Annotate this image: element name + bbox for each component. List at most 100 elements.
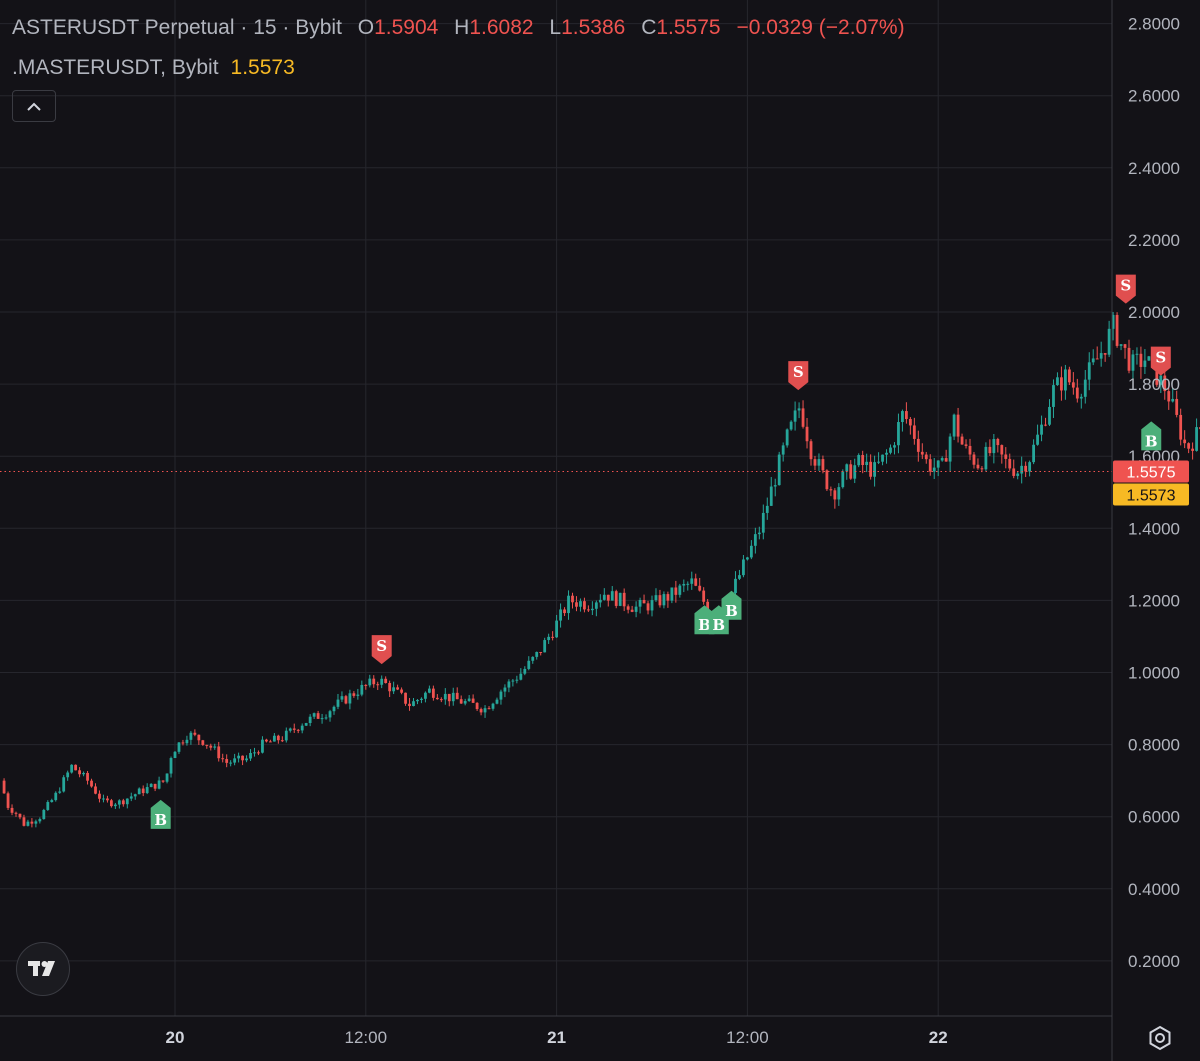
candle-body xyxy=(869,461,873,477)
candle-body xyxy=(22,817,26,826)
candle-body xyxy=(666,594,670,601)
candle-body xyxy=(773,485,777,487)
candle-body xyxy=(996,439,1000,446)
candle-body xyxy=(408,703,411,707)
candle-body xyxy=(1067,369,1071,383)
symbol-legend[interactable]: ASTERUSDT Perpetual · 15 · Bybit O1.5904… xyxy=(12,16,905,40)
candle-body xyxy=(765,505,769,513)
tradingview-logo-button[interactable] xyxy=(16,942,70,996)
symbol-title[interactable]: ASTERUSDT Perpetual · 15 · Bybit xyxy=(12,16,342,39)
candle-body xyxy=(690,578,694,584)
candle-body xyxy=(590,608,594,611)
candle-body xyxy=(841,471,845,488)
candle-body xyxy=(622,592,626,607)
candle-body xyxy=(74,764,78,771)
candle-body xyxy=(924,454,928,460)
candle-body xyxy=(272,735,276,742)
candle-body xyxy=(1032,444,1035,463)
indicator-price-tag: 1.5573 xyxy=(1113,483,1189,506)
candle-body xyxy=(885,452,888,455)
candle-body xyxy=(193,732,197,735)
candle-body xyxy=(1083,379,1087,397)
candle-body xyxy=(165,773,169,782)
candle-body xyxy=(42,809,46,820)
candle-body xyxy=(416,699,419,702)
candle-body xyxy=(121,800,125,805)
buy-marker-label: B xyxy=(154,811,167,829)
candle-body xyxy=(443,693,447,700)
candlestick-series xyxy=(2,311,1200,828)
chevron-up-icon xyxy=(27,102,41,111)
candle-body xyxy=(614,591,618,606)
settings-gear-icon[interactable] xyxy=(1146,1024,1174,1052)
buy-marker-label: B xyxy=(725,602,738,620)
candle-body xyxy=(579,601,582,607)
candle-body xyxy=(682,584,686,586)
candle-body xyxy=(356,694,360,696)
candle-body xyxy=(360,684,364,695)
candle-body xyxy=(388,683,392,692)
candle-body xyxy=(630,609,634,612)
price-axis[interactable]: 0.2000 0.4000 0.6000 0.8000 1.0000 1.2000 1.40… xyxy=(1111,0,1180,1061)
candle-body xyxy=(129,796,133,799)
candle-body xyxy=(189,732,193,740)
candle-body xyxy=(1036,434,1039,445)
sell-marker-label: S xyxy=(1120,277,1131,295)
candle-body xyxy=(201,740,205,745)
candle-body xyxy=(6,793,10,808)
candle-body xyxy=(789,421,793,430)
candle-body xyxy=(459,699,463,704)
candle-body xyxy=(602,594,606,600)
close-label: C xyxy=(641,16,657,39)
collapse-legend-button[interactable] xyxy=(12,90,56,122)
candle-body xyxy=(889,447,892,453)
candle-body xyxy=(213,746,217,748)
candle-body xyxy=(145,787,149,794)
indicator-legend[interactable]: .MASTERUSDT, Bybit 1.5573 xyxy=(12,56,295,80)
candle-body xyxy=(618,592,622,606)
candle-body xyxy=(897,422,900,446)
candle-body xyxy=(102,798,105,800)
candle-body xyxy=(1016,473,1020,476)
candle-body xyxy=(292,728,296,730)
candle-body xyxy=(893,445,896,448)
candle-body xyxy=(626,606,630,610)
candle-body xyxy=(169,758,173,774)
candle-body xyxy=(1163,375,1167,392)
indicator-name[interactable]: .MASTERUSDT, Bybit xyxy=(12,56,219,79)
candle-body xyxy=(352,693,356,696)
candle-body xyxy=(1028,462,1032,472)
candle-body xyxy=(320,718,324,720)
candle-body xyxy=(1064,369,1067,391)
candle-body xyxy=(547,636,551,641)
candle-body xyxy=(54,792,58,801)
candle-body xyxy=(746,557,749,560)
candle-body xyxy=(567,595,570,614)
buy-marker-label: B xyxy=(1145,432,1158,450)
candle-body xyxy=(1123,344,1127,348)
candle-body xyxy=(920,451,924,455)
price-tags: 1.5575 1.5573 xyxy=(0,460,1189,506)
buy-signal-marker: B xyxy=(150,799,171,829)
candle-body xyxy=(1099,353,1103,359)
candle-body xyxy=(678,585,682,595)
candle-body xyxy=(559,609,562,621)
buy-marker-label: B xyxy=(712,616,725,634)
price-tick-label: 1.0000 xyxy=(1128,664,1180,683)
time-axis[interactable]: 20 12:00 21 12:00 22 xyxy=(0,1015,1112,1047)
candle-body xyxy=(825,470,829,490)
candle-body xyxy=(706,601,710,613)
candle-body xyxy=(1040,424,1043,435)
candle-body xyxy=(1115,314,1119,346)
candle-body xyxy=(487,708,491,710)
candle-body xyxy=(137,788,141,795)
sell-marker-shape xyxy=(371,635,392,665)
sell-marker-label: S xyxy=(1155,349,1166,367)
candle-body xyxy=(698,585,702,591)
price-tick-label: 1.8000 xyxy=(1128,375,1180,394)
candle-body xyxy=(46,802,50,810)
candle-body xyxy=(944,458,948,462)
candle-body xyxy=(106,798,109,801)
candle-body xyxy=(1119,344,1123,346)
